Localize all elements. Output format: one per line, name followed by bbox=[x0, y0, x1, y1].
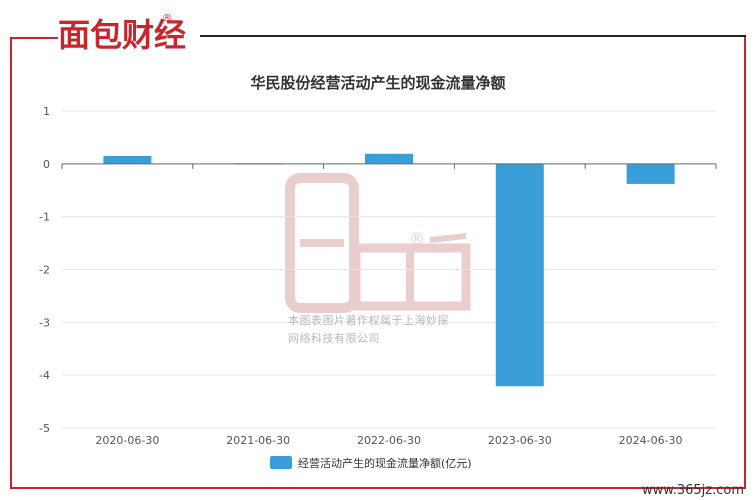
x-tick-label: 2021-06-30 bbox=[226, 434, 290, 447]
frame-right-border bbox=[744, 37, 746, 489]
grid-lines bbox=[62, 110, 716, 429]
website-url: www.365jz.com bbox=[642, 483, 744, 498]
y-tick-label: -1 bbox=[39, 211, 50, 224]
x-tick-label: 2023-06-30 bbox=[488, 434, 552, 447]
x-axis-ticks: 2020-06-30 2021-06-30 2022-06-30 2023-06-30… bbox=[95, 434, 682, 447]
y-tick-label: 1 bbox=[43, 105, 50, 118]
legend[interactable]: 经营活动产生的现金流量净额(亿元) bbox=[270, 456, 472, 470]
watermark-registered-mark: ® bbox=[409, 229, 425, 248]
frame-bottom-border bbox=[10, 487, 746, 489]
chart-title: 华民股份经营活动产生的现金流量净额 bbox=[250, 74, 505, 92]
brand-registered-mark: ® bbox=[162, 13, 172, 24]
watermark-text-line1: 本图表图片著作权属于上海妙探 bbox=[288, 314, 449, 327]
legend-swatch bbox=[270, 456, 292, 469]
y-tick-label: -2 bbox=[39, 264, 50, 277]
bar[interactable] bbox=[103, 155, 152, 164]
brand-logo: 面包财经 ® bbox=[58, 10, 200, 54]
brand-logo-graphic: 面包财经 ® bbox=[58, 13, 186, 54]
legend-label: 经营活动产生的现金流量净额(亿元) bbox=[298, 456, 472, 470]
y-tick-label: -3 bbox=[39, 316, 50, 329]
frame-left-border bbox=[10, 37, 12, 488]
bar[interactable] bbox=[365, 153, 413, 164]
watermark-text-line2: 网络科技有限公司 bbox=[288, 332, 380, 345]
bar[interactable] bbox=[626, 163, 675, 184]
watermark-logo: ® bbox=[285, 173, 471, 313]
y-tick-label: -4 bbox=[39, 369, 50, 382]
y-axis-ticks: 1 0 -1 -2 -3 -4 -5 bbox=[39, 105, 50, 435]
frame-top-left-border bbox=[10, 37, 58, 39]
x-axis bbox=[61, 163, 717, 169]
bar[interactable] bbox=[495, 163, 544, 387]
brand-logo-mark: 面包财经 bbox=[58, 16, 186, 52]
x-tick-label: 2022-06-30 bbox=[357, 434, 421, 447]
bars bbox=[103, 153, 675, 387]
x-tick-label: 2024-06-30 bbox=[619, 434, 683, 447]
frame-top-right-border bbox=[200, 35, 746, 37]
x-tick-label: 2020-06-30 bbox=[95, 434, 159, 447]
y-tick-label: -5 bbox=[39, 422, 50, 435]
y-tick-label: 0 bbox=[43, 158, 50, 171]
